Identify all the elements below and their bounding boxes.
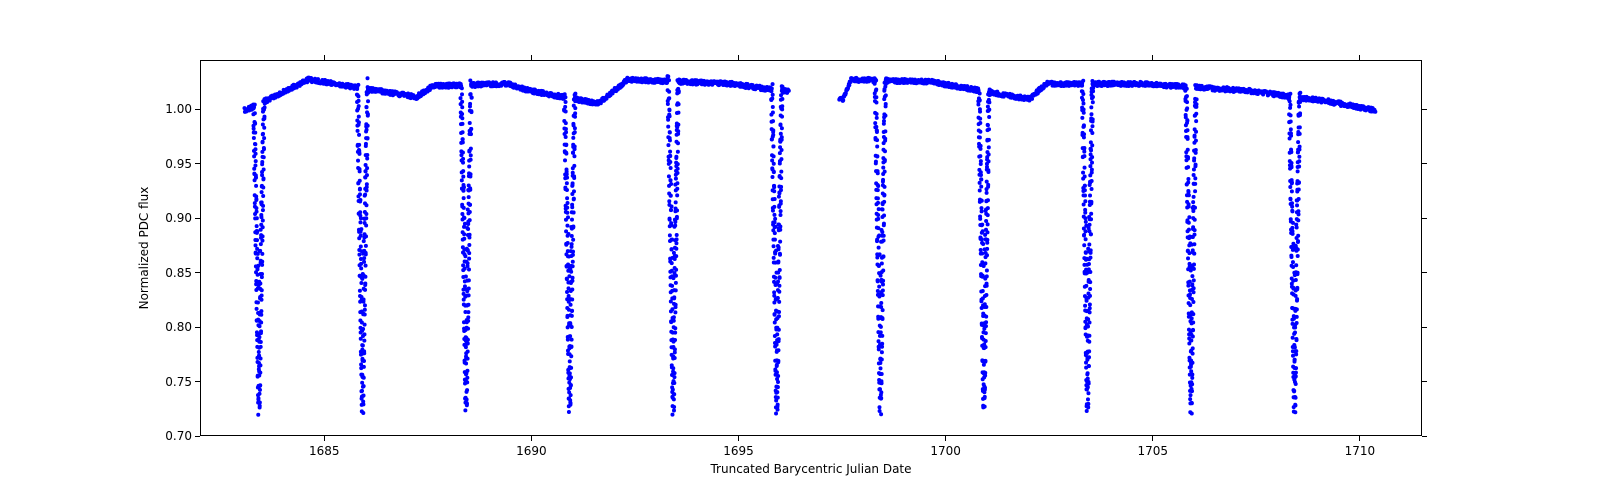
y-tick-mark	[1422, 327, 1427, 328]
y-tick-mark	[1422, 272, 1427, 273]
x-tick-label: 1685	[309, 444, 340, 458]
x-tick-label: 1690	[516, 444, 547, 458]
x-tick-label: 1695	[723, 444, 754, 458]
x-tick-label: 1705	[1137, 444, 1168, 458]
y-tick-label: 0.70	[165, 429, 192, 443]
x-tick-mark	[1152, 55, 1153, 60]
y-tick-mark	[195, 163, 200, 164]
y-tick-mark	[195, 381, 200, 382]
y-tick-label: 0.90	[165, 211, 192, 225]
x-axis-label: Truncated Barycentric Julian Date	[710, 462, 911, 476]
light-curve-scatter	[201, 61, 1423, 437]
y-tick-mark	[1422, 163, 1427, 164]
x-tick-mark	[531, 55, 532, 60]
y-tick-label: 0.85	[165, 266, 192, 280]
y-tick-label: 1.00	[165, 102, 192, 116]
y-tick-label: 0.95	[165, 157, 192, 171]
figure: Truncated Barycentric Julian Date Normal…	[0, 0, 1600, 500]
y-tick-label: 0.80	[165, 320, 192, 334]
y-axis-label: Normalized PDC flux	[137, 187, 151, 310]
y-tick-mark	[1422, 436, 1427, 437]
y-tick-mark	[195, 109, 200, 110]
x-tick-mark	[324, 436, 325, 441]
x-tick-mark	[945, 55, 946, 60]
x-tick-mark	[945, 436, 946, 441]
x-tick-mark	[738, 436, 739, 441]
x-tick-mark	[738, 55, 739, 60]
plot-area	[200, 60, 1422, 436]
y-tick-mark	[195, 218, 200, 219]
x-tick-label: 1700	[930, 444, 961, 458]
y-tick-mark	[1422, 109, 1427, 110]
y-tick-label: 0.75	[165, 375, 192, 389]
y-tick-mark	[195, 436, 200, 437]
x-tick-mark	[324, 55, 325, 60]
y-tick-mark	[195, 327, 200, 328]
x-tick-mark	[531, 436, 532, 441]
y-tick-mark	[1422, 218, 1427, 219]
x-tick-mark	[1359, 436, 1360, 441]
y-tick-mark	[1422, 381, 1427, 382]
x-tick-label: 1710	[1345, 444, 1376, 458]
x-tick-mark	[1359, 55, 1360, 60]
x-tick-mark	[1152, 436, 1153, 441]
y-tick-mark	[195, 272, 200, 273]
